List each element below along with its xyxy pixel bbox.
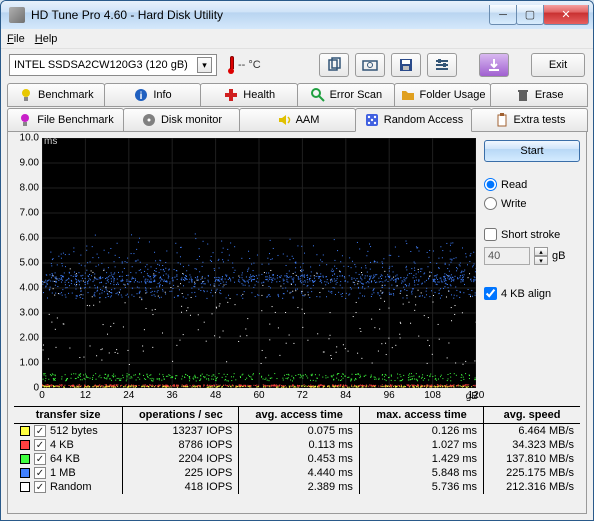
menubar: File Help: [1, 29, 593, 49]
series-color-swatch: [20, 468, 30, 478]
floppy-icon: [398, 57, 414, 73]
chart-y-unit: ms: [44, 136, 57, 147]
series-color-swatch: [20, 440, 30, 450]
maximize-button[interactable]: ▢: [516, 5, 544, 25]
tab-disk-monitor[interactable]: Disk monitor: [123, 108, 240, 132]
exit-button[interactable]: Exit: [531, 53, 585, 77]
tabs-row-2: File BenchmarkDisk monitorAAMRandom Acce…: [1, 106, 593, 132]
tab-random-access[interactable]: Random Access: [355, 108, 472, 132]
chevron-down-icon[interactable]: ▾: [197, 57, 212, 73]
controls-panel: Start Read Write Short stroke ▴▾ gB 4 KB…: [484, 138, 580, 404]
align-check[interactable]: 4 KB align: [484, 287, 580, 300]
series-color-swatch: [20, 454, 30, 464]
menu-file[interactable]: File: [7, 33, 25, 45]
sliders-icon: [434, 57, 450, 73]
tab-health[interactable]: Health: [200, 83, 298, 107]
series-checkbox[interactable]: ✓: [34, 453, 46, 465]
titlebar[interactable]: HD Tune Pro 4.60 - Hard Disk Utility ─ ▢…: [1, 1, 593, 29]
mode-read[interactable]: Read: [484, 178, 580, 191]
table-row: ✓512 bytes 13237 IOPS 0.075 ms 0.126 ms …: [14, 424, 580, 439]
series-color-swatch: [20, 426, 30, 436]
table-row: ✓64 KB 2204 IOPS 0.453 ms 1.429 ms 137.8…: [14, 452, 580, 466]
short-stroke-check[interactable]: Short stroke: [484, 228, 580, 241]
download-icon: [486, 57, 502, 73]
copy-button[interactable]: [319, 53, 349, 77]
access-time-chart: ms gB 10.09.008.007.006.005.004.003.002.…: [42, 138, 476, 388]
tab-file-benchmark[interactable]: File Benchmark: [7, 108, 124, 132]
menu-help[interactable]: Help: [35, 33, 58, 45]
mode-write[interactable]: Write: [484, 197, 580, 210]
short-stroke-input[interactable]: [484, 247, 530, 265]
copy-icon: [326, 57, 342, 73]
tab-error-scan[interactable]: Error Scan: [297, 83, 395, 107]
save-button[interactable]: [391, 53, 421, 77]
tab-info[interactable]: iInfo: [104, 83, 202, 107]
screenshot-button[interactable]: [355, 53, 385, 77]
tab-folder-usage[interactable]: Folder Usage: [394, 83, 492, 107]
thermometer-icon: [227, 56, 235, 74]
camera-icon: [362, 57, 378, 73]
app-icon: [9, 7, 25, 23]
tab-aam[interactable]: AAM: [239, 108, 356, 132]
options-button[interactable]: [427, 53, 457, 77]
series-checkbox[interactable]: ✓: [34, 481, 46, 493]
series-checkbox[interactable]: ✓: [34, 425, 46, 437]
tab-pane-random-access: ms gB 10.09.008.007.006.005.004.003.002.…: [7, 132, 587, 514]
tab-erase[interactable]: Erase: [490, 83, 588, 107]
download-button[interactable]: [479, 53, 509, 77]
table-row: ✓4 KB 8786 IOPS 0.113 ms 1.027 ms 34.323…: [14, 438, 580, 452]
svg-text:i: i: [140, 91, 143, 102]
tab-extra-tests[interactable]: Extra tests: [471, 108, 588, 132]
tabs-row-1: BenchmarkiInfoHealthError ScanFolder Usa…: [1, 81, 593, 107]
drive-select-value: INTEL SSDSA2CW120G3 (120 gB): [14, 59, 188, 71]
table-row: ✓1 MB 225 IOPS 4.440 ms 5.848 ms 225.175…: [14, 466, 580, 480]
minimize-button[interactable]: ─: [489, 5, 517, 25]
toolbar: INTEL SSDSA2CW120G3 (120 gB) ▾ -- °C Exi…: [1, 49, 593, 81]
results-table: transfer sizeoperations / secavg. access…: [14, 406, 580, 494]
app-window: HD Tune Pro 4.60 - Hard Disk Utility ─ ▢…: [0, 0, 594, 521]
close-button[interactable]: ✕: [543, 5, 589, 25]
series-checkbox[interactable]: ✓: [34, 467, 46, 479]
tab-benchmark[interactable]: Benchmark: [7, 83, 105, 107]
window-title: HD Tune Pro 4.60 - Hard Disk Utility: [31, 8, 490, 22]
series-color-swatch: [20, 482, 30, 492]
drive-select[interactable]: INTEL SSDSA2CW120G3 (120 gB) ▾: [9, 54, 217, 76]
series-checkbox[interactable]: ✓: [34, 439, 46, 451]
short-stroke-spinner[interactable]: ▴▾: [534, 247, 548, 265]
start-button[interactable]: Start: [484, 140, 580, 162]
temperature-display: -- °C: [227, 56, 261, 74]
table-row: ✓Random 418 IOPS 2.389 ms 5.736 ms 212.3…: [14, 480, 580, 494]
